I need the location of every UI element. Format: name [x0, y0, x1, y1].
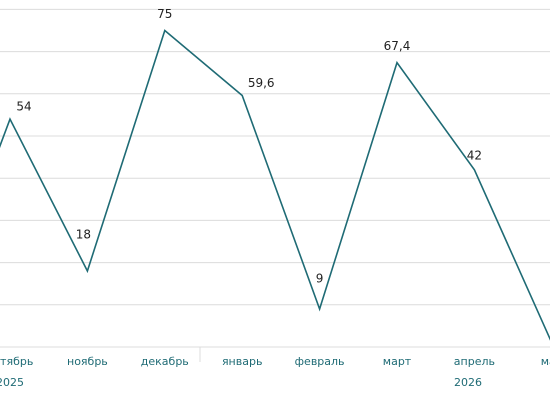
x-tick-label: ноябрь: [67, 355, 108, 368]
line: [0, 29, 550, 341]
data-label: 67,4: [384, 39, 411, 53]
x-tick-label: май: [541, 355, 550, 368]
x-tick-label: октябрь: [0, 355, 33, 368]
x-tick-label: декабрь: [141, 355, 189, 368]
x-tick-label: январь: [222, 355, 263, 368]
data-label: 18: [76, 228, 91, 242]
data-label: 9: [316, 272, 324, 286]
x-tick-label: апрель: [454, 355, 495, 368]
data-label: 42: [467, 148, 482, 162]
data-label: 54: [16, 100, 31, 114]
group-label: 2026: [454, 376, 482, 389]
x-tick-label: март: [383, 355, 412, 368]
data-label: 75: [157, 7, 172, 21]
data-label: 59,6: [248, 76, 275, 90]
group-label: 2025: [0, 376, 24, 389]
x-tick-label: февраль: [295, 355, 345, 368]
